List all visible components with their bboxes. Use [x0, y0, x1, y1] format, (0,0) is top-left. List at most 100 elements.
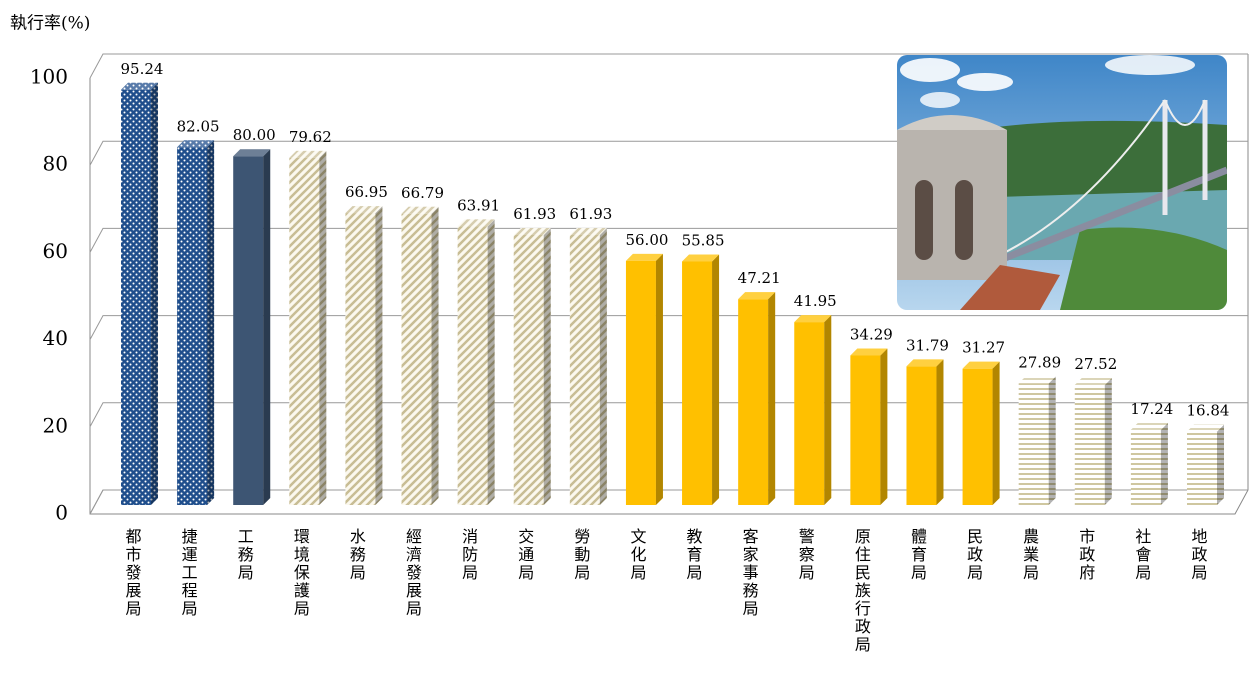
- bar-side: [151, 82, 158, 505]
- value-label: 79.62: [289, 128, 332, 146]
- bar: [682, 254, 720, 505]
- bar-top-shade: [345, 206, 383, 214]
- bar-side: [543, 227, 551, 505]
- bar-side: [1048, 376, 1056, 505]
- value-label: 27.89: [1018, 353, 1061, 371]
- bar-front: [401, 213, 432, 505]
- bar-side-shade: [319, 150, 327, 505]
- bar: [1130, 422, 1168, 505]
- bar-side: [431, 206, 439, 505]
- value-label: 61.93: [513, 205, 556, 223]
- bar-side: [487, 219, 495, 505]
- x-tick-label: 捷運工程局: [179, 528, 198, 618]
- bar-top: [569, 227, 607, 235]
- x-tick-label: 市政府: [1076, 528, 1095, 582]
- bar: [177, 140, 215, 505]
- bar-top: [233, 149, 271, 157]
- value-label: 80.00: [233, 126, 276, 144]
- bar-front: [457, 226, 488, 505]
- bar: [962, 361, 1000, 505]
- x-tick-label: 警察局: [796, 528, 815, 582]
- bar-top: [1018, 376, 1056, 384]
- bar-side-shade: [768, 292, 776, 505]
- x-tick-label: 教育局: [684, 528, 703, 582]
- bar-side-shade: [263, 149, 271, 505]
- bar: [513, 227, 551, 505]
- y-tick-label: 0: [55, 501, 68, 525]
- bar: [906, 359, 944, 505]
- bar: [233, 149, 271, 505]
- x-tick-label: 社會局: [1132, 528, 1151, 582]
- bar-top: [1074, 378, 1112, 386]
- bar-side-shade: [543, 227, 551, 505]
- bar-side-shade: [431, 206, 439, 505]
- bar-top-shade: [289, 150, 327, 158]
- bar-side-shade: [207, 140, 215, 505]
- bar-side: [992, 361, 1000, 505]
- bar-top-shade: [962, 361, 1000, 369]
- x-tick-label: 水務局: [347, 528, 366, 582]
- bar-side-shade: [655, 253, 663, 505]
- bar-side: [207, 140, 215, 505]
- bar: [1187, 424, 1224, 505]
- y-tick-label: 40: [43, 326, 68, 350]
- bar: [1074, 378, 1112, 505]
- bar-side-shade: [1048, 376, 1056, 505]
- bar-top-shade: [794, 315, 832, 323]
- grid-line: [89, 140, 1248, 166]
- bar-side-shade: [487, 219, 495, 505]
- bar-front: [850, 355, 881, 505]
- bar-side-shade: [1104, 378, 1112, 505]
- x-tick-label: 經濟發展局: [403, 528, 422, 618]
- x-tick-label: 原住民族行政局: [852, 528, 871, 654]
- bar-top: [121, 82, 158, 90]
- bar-top: [850, 348, 888, 356]
- x-tick-label: 環境保護局: [291, 528, 310, 618]
- x-tick-label: 民政局: [964, 528, 983, 582]
- value-label: 63.91: [457, 196, 500, 214]
- bar: [289, 150, 327, 505]
- value-label: 34.29: [850, 325, 893, 343]
- bar-front: [233, 156, 264, 505]
- bar-top-shade: [1130, 422, 1168, 430]
- bar-side: [1217, 424, 1224, 505]
- x-tick-label: 農業局: [1020, 528, 1039, 582]
- bar-top-shade: [1187, 424, 1224, 432]
- bar-top: [1130, 422, 1168, 430]
- y-tick-label: 60: [43, 239, 68, 263]
- bar-top: [1187, 424, 1224, 432]
- bar-top: [457, 219, 495, 227]
- bar-top-shade: [513, 227, 551, 235]
- bar-top: [177, 140, 215, 148]
- bar: [738, 292, 776, 505]
- bar-top: [401, 206, 439, 214]
- value-label: 41.95: [794, 292, 837, 310]
- x-tick-label: 體育局: [908, 528, 927, 582]
- bar-side-shade: [1217, 424, 1224, 505]
- bar-side-shade: [936, 359, 944, 505]
- bar: [569, 227, 607, 505]
- bar-side-shade: [151, 82, 158, 505]
- bar-side: [1104, 378, 1112, 505]
- bar-top-shade: [401, 206, 439, 214]
- bar-side-shade: [599, 227, 607, 505]
- bar-top-shade: [682, 254, 720, 262]
- bar-side: [880, 348, 888, 505]
- bar-top: [345, 206, 383, 214]
- bar-top-shade: [625, 253, 663, 261]
- bar-front: [289, 157, 320, 505]
- y-tick-label: 100: [30, 65, 68, 89]
- value-label: 31.27: [962, 339, 1005, 357]
- bars: 95.24 82.05 80.00 79.62 66.95 66.79 63.91 61.93…: [121, 60, 1230, 505]
- bar-top: [625, 253, 663, 261]
- value-label: 16.84: [1187, 402, 1230, 420]
- axis-frame: [89, 54, 1249, 515]
- bar-top: [906, 359, 944, 367]
- bar-top-shade: [233, 149, 271, 157]
- value-label: 55.85: [682, 231, 725, 249]
- bar-front: [1130, 429, 1161, 505]
- bar-top-shade: [738, 292, 776, 300]
- value-label: 66.95: [345, 183, 388, 201]
- value-label: 47.21: [738, 269, 781, 287]
